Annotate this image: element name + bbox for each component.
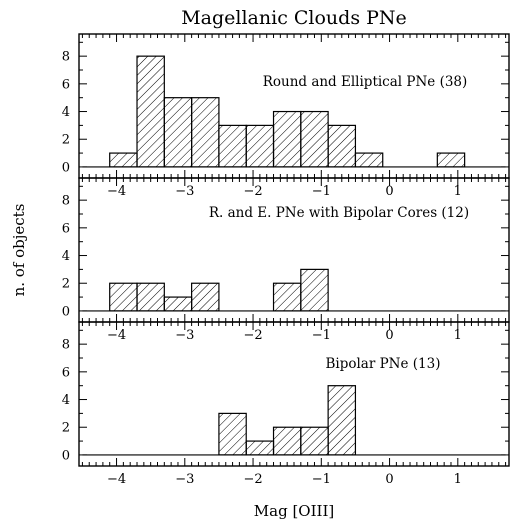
- bar: [136, 282, 165, 312]
- x-tick-label: −3: [175, 184, 194, 199]
- bar: [136, 55, 165, 168]
- y-tick-label: 2: [62, 133, 70, 148]
- x-tick-label: −4: [107, 472, 126, 487]
- x-tick-label: 0: [385, 472, 393, 487]
- bar: [245, 124, 275, 168]
- bar: [191, 97, 220, 168]
- panel-1: 0 2 4 6 8 −4 −3 −2 −1 0 1 Round and Elliptical PNe …: [62, 33, 510, 199]
- x-tick-label: 0: [385, 184, 393, 199]
- y-tick-label: 0: [62, 304, 70, 319]
- y-tick-label: 8: [62, 194, 70, 209]
- y-tick-label: 4: [62, 249, 70, 264]
- x-tick-label: 1: [454, 472, 462, 487]
- y-tick-label: 8: [62, 50, 70, 65]
- bar: [300, 110, 329, 168]
- bar: [272, 110, 302, 168]
- x-tick-label: −3: [175, 472, 194, 487]
- bar: [272, 282, 302, 312]
- panel-3: 0 2 4 6 8 −4 −3 −2 −1 0 1 Bipolar PNe (13): [62, 321, 510, 487]
- x-tick-label: −1: [312, 184, 331, 199]
- bar: [327, 124, 357, 168]
- panel-label: Bipolar PNe (13): [325, 356, 440, 372]
- y-tick-label: 8: [62, 338, 70, 353]
- y-tick-label: 4: [62, 105, 70, 120]
- x-tick-label: −4: [107, 184, 126, 199]
- bar: [272, 426, 302, 456]
- bar: [109, 152, 138, 168]
- bar: [109, 282, 138, 312]
- x-tick-label: 1: [454, 328, 462, 343]
- y-tick-label: 0: [62, 160, 70, 175]
- y-axis-label: n. of objects: [10, 204, 28, 297]
- bar: [163, 296, 193, 312]
- bar: [163, 97, 193, 168]
- panel-2: 0 2 4 6 8 −4 −3 −2 −1 0 1 R. and E. PNe with Bipola…: [62, 177, 510, 343]
- y-tick-label: 2: [62, 421, 70, 436]
- bar: [191, 282, 220, 312]
- panel-label: Round and Elliptical PNe (38): [263, 74, 468, 90]
- bar: [300, 426, 329, 456]
- y-tick-label: 2: [62, 277, 70, 292]
- x-axis-label: Mag [OIII]: [254, 502, 334, 520]
- x-tick-label: −1: [312, 472, 331, 487]
- x-tick-label: −2: [243, 184, 262, 199]
- y-tick-label: 0: [62, 448, 70, 463]
- panels-group: 0 2 4 6 8 −4 −3 −2 −1 0 1 Round and Elliptical PNe …: [62, 33, 510, 487]
- bar: [300, 268, 329, 312]
- bar: [327, 385, 357, 456]
- chart-title: Magellanic Clouds PNe: [181, 7, 407, 29]
- bar: [436, 152, 466, 168]
- x-tick-label: −1: [312, 328, 331, 343]
- x-tick-label: −2: [243, 328, 262, 343]
- panel-label: R. and E. PNe with Bipolar Cores (12): [209, 205, 469, 221]
- y-tick-label: 6: [62, 77, 70, 92]
- y-tick-label: 6: [62, 365, 70, 380]
- x-tick-label: −2: [243, 472, 262, 487]
- bar: [218, 412, 247, 456]
- x-tick-label: −4: [107, 328, 126, 343]
- x-tick-label: 1: [454, 184, 462, 199]
- x-tick-label: 0: [385, 328, 393, 343]
- bar: [218, 124, 247, 168]
- y-tick-label: 6: [62, 221, 70, 236]
- y-tick-label: 4: [62, 393, 70, 408]
- bar: [245, 440, 275, 456]
- x-tick-label: −3: [175, 328, 194, 343]
- bar: [354, 152, 384, 168]
